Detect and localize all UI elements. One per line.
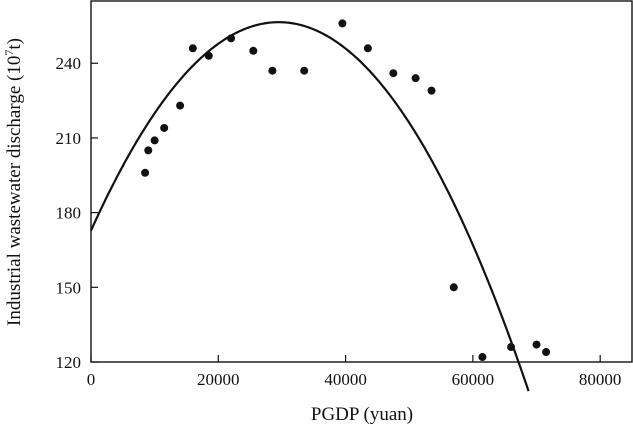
fitted-curve [89, 21, 530, 392]
y-tick-label: 180 [56, 204, 82, 223]
axis-ticks [90, 62, 601, 363]
data-point [532, 340, 541, 349]
data-point [188, 44, 197, 53]
data-point [338, 19, 347, 28]
tick-labels: 0 20000 40000 60000 80000 120 150 180 210 240 [56, 54, 622, 389]
data-point [427, 86, 436, 95]
x-tick-label: 0 [87, 370, 96, 389]
y-axis-title-sup: 7 [2, 50, 16, 56]
data-point [141, 168, 150, 177]
data-point [268, 66, 277, 75]
data-point [363, 44, 372, 53]
y-tick-label: 150 [56, 278, 82, 297]
plot-frame [90, 0, 633, 363]
data-points [141, 19, 551, 362]
data-point [507, 343, 516, 352]
data-point [449, 283, 458, 292]
y-tick-label: 120 [56, 353, 82, 372]
data-point [160, 123, 169, 132]
data-point [542, 348, 551, 357]
x-tick-label: 80000 [579, 370, 622, 389]
y-tick-label: 210 [56, 129, 82, 148]
data-point [411, 74, 420, 83]
data-point [227, 34, 236, 43]
y-axis-title-main: Industrial wastewater discharge (10 [4, 56, 25, 326]
x-axis-title: PGDP (yuan) [311, 404, 413, 425]
x-tick-label: 60000 [452, 370, 495, 389]
data-point [144, 146, 153, 155]
x-tick-label: 40000 [324, 370, 367, 389]
data-point [300, 66, 309, 75]
data-point [204, 51, 213, 60]
data-point [176, 101, 185, 110]
data-point [150, 136, 159, 145]
data-point [389, 69, 398, 78]
data-point [249, 46, 258, 55]
y-tick-label: 240 [56, 54, 82, 73]
x-tick-label: 20000 [197, 370, 240, 389]
data-point [478, 353, 487, 362]
y-axis-title: Industrial wastewater discharge (107t) [2, 38, 25, 326]
y-axis-title-end: t) [4, 38, 25, 50]
